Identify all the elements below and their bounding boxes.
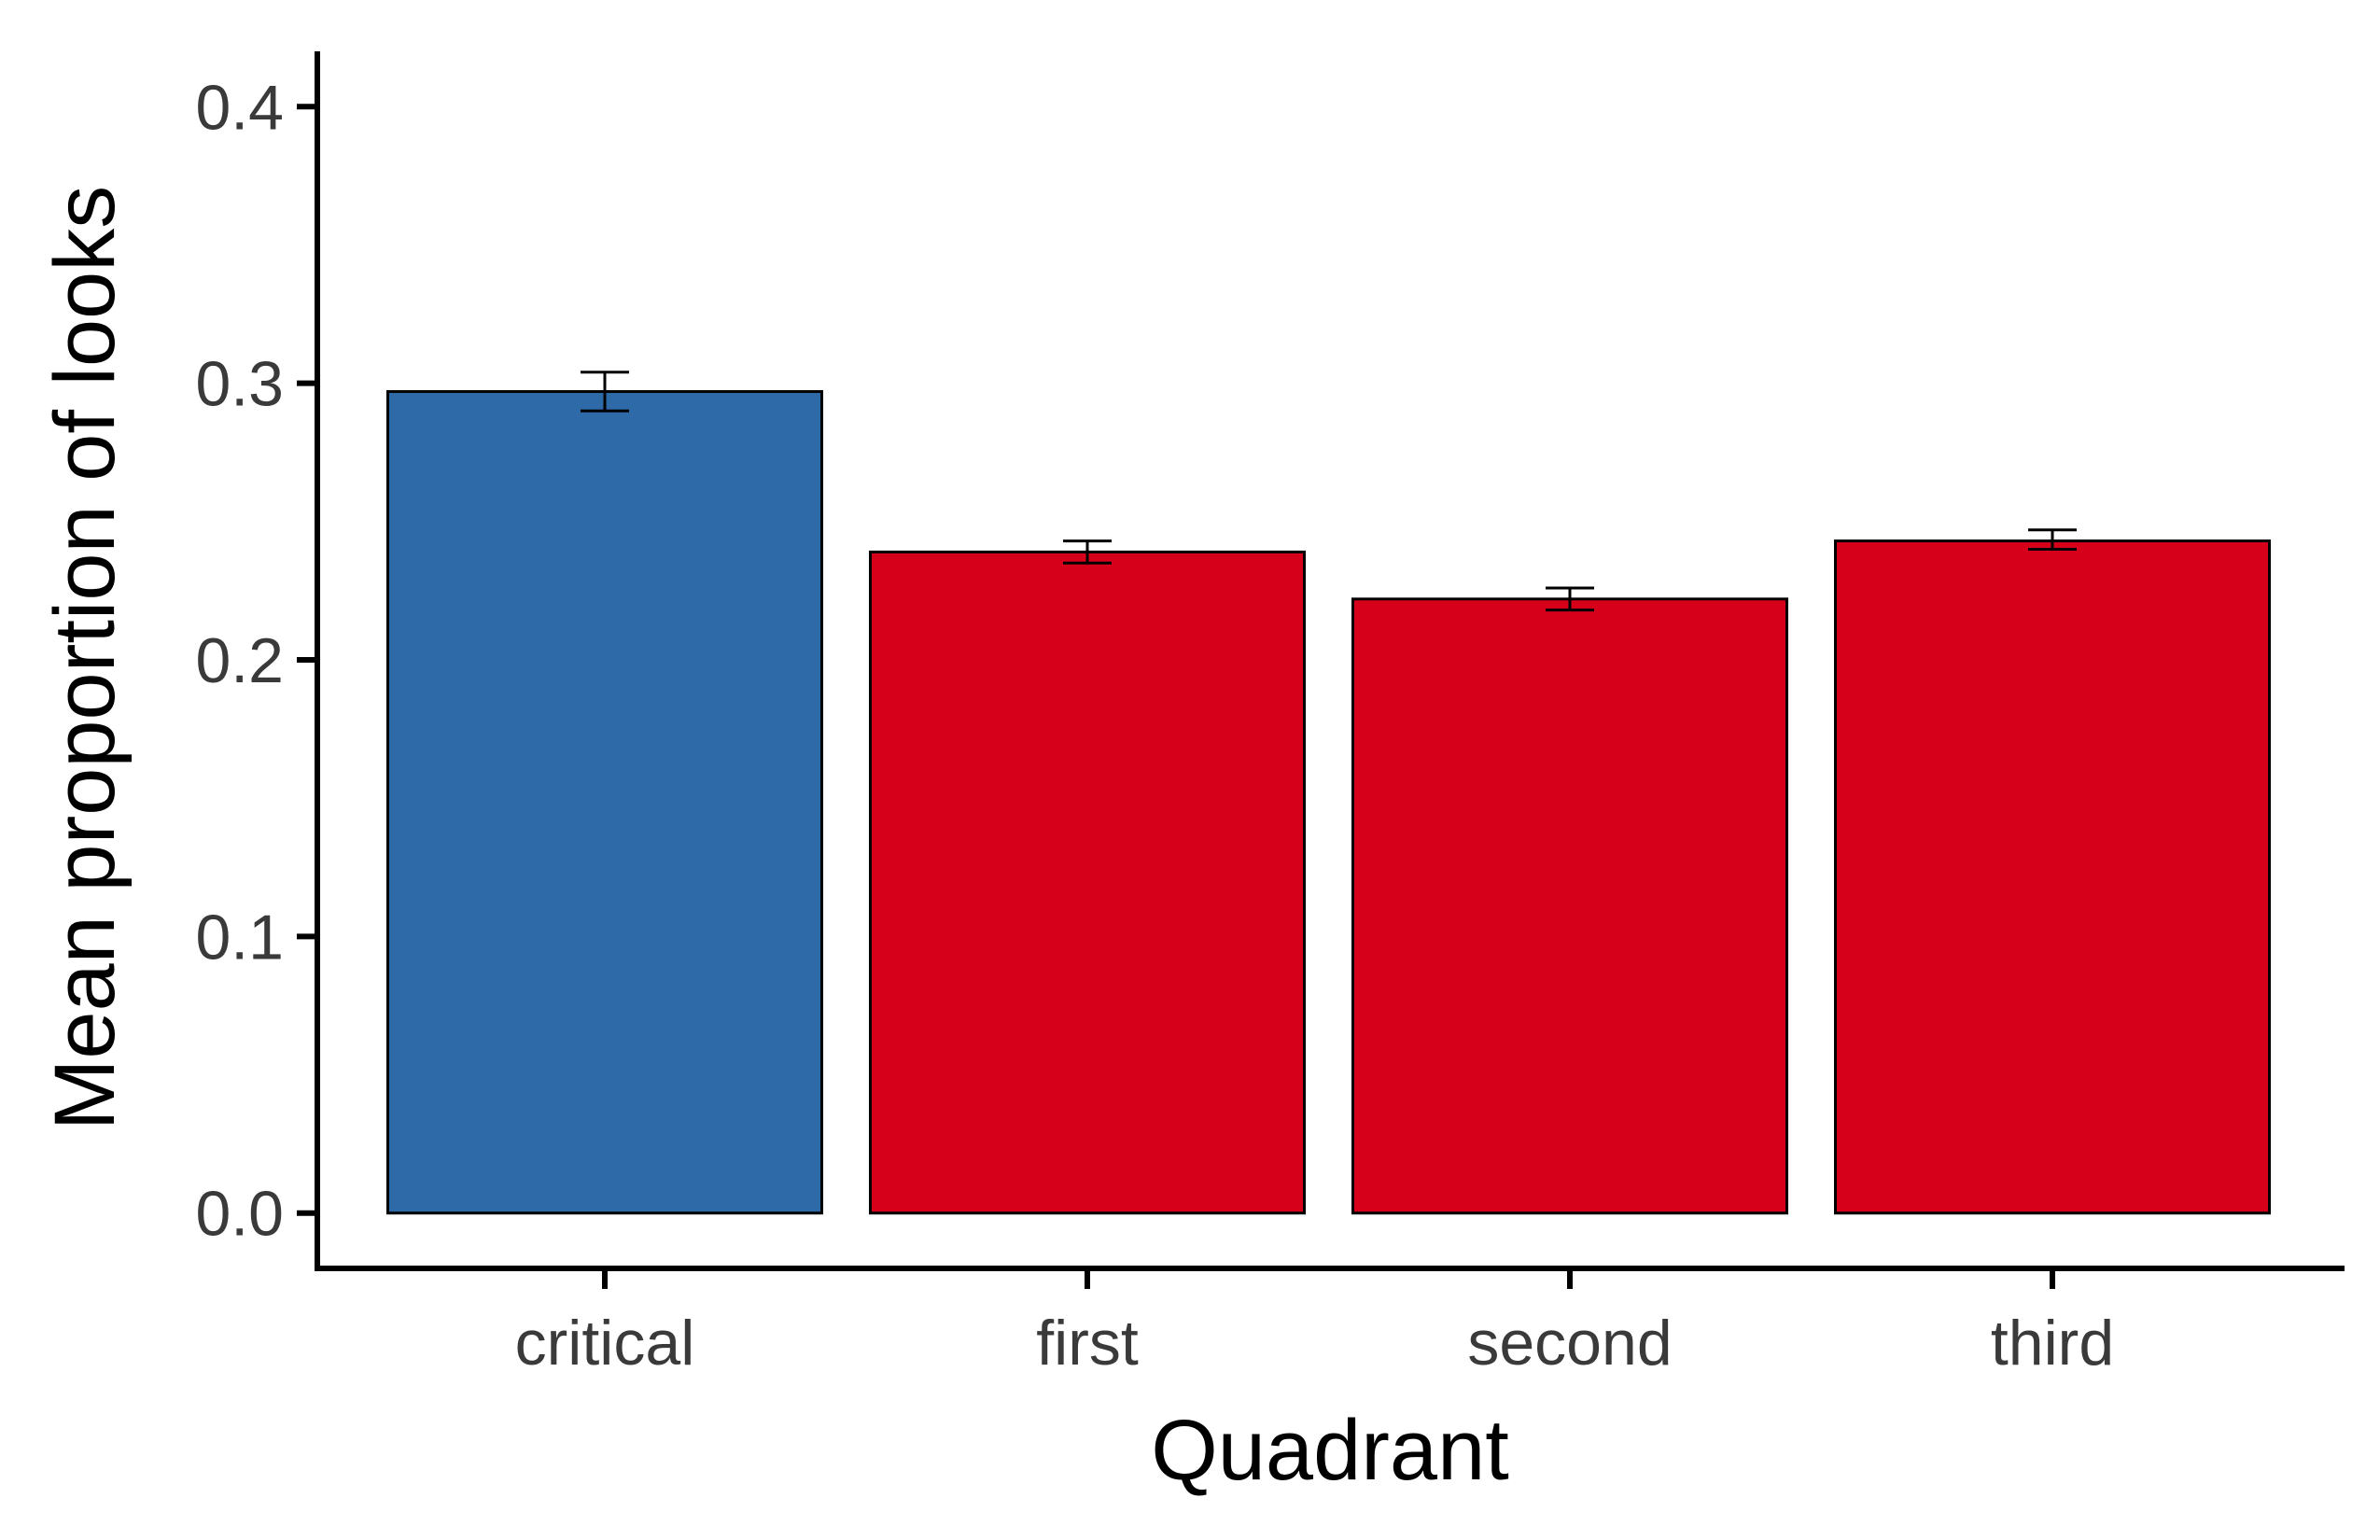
- x-tick-label-first: first: [1036, 1308, 1139, 1379]
- x-tick-label-third: third: [1991, 1308, 2114, 1379]
- x-axis-title: Quadrant: [1151, 1403, 1509, 1498]
- bar-third: [1834, 539, 2271, 1215]
- y-ticks: 0.0 0.1 0.2 0.3 0.4: [195, 72, 315, 1250]
- bar-first: [869, 550, 1306, 1215]
- error-bar-second: [1546, 586, 1594, 612]
- y-tick-label-0.0: 0.0: [195, 1179, 284, 1250]
- y-axis: 0.0 0.1 0.2 0.3 0.4: [195, 51, 320, 1271]
- y-tick-label-0.4: 0.4: [195, 72, 284, 143]
- error-bar-first: [1063, 539, 1112, 565]
- bars-layer: [386, 390, 2271, 1215]
- y-axis-title: Mean proportion of looks: [37, 186, 133, 1131]
- x-tick-label-critical: critical: [515, 1308, 695, 1379]
- y-tick-label-0.1: 0.1: [195, 902, 284, 973]
- bar-critical: [386, 390, 823, 1215]
- x-ticks: critical first second third: [515, 1271, 2114, 1379]
- error-bar-critical: [581, 371, 629, 413]
- y-tick-label-0.3: 0.3: [195, 349, 284, 420]
- bar-second: [1351, 597, 1788, 1215]
- x-axis: critical first second third: [315, 1266, 2345, 1379]
- error-bar-third: [2028, 528, 2077, 551]
- x-tick-label-second: second: [1467, 1308, 1672, 1379]
- error-bars-layer: [581, 371, 2077, 612]
- y-tick-label-0.2: 0.2: [195, 625, 284, 696]
